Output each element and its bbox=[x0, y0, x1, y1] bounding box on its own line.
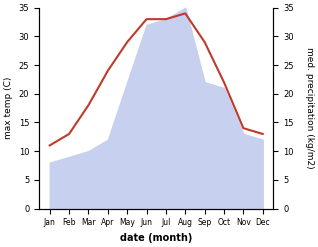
Y-axis label: max temp (C): max temp (C) bbox=[4, 77, 13, 139]
X-axis label: date (month): date (month) bbox=[120, 233, 192, 243]
Y-axis label: med. precipitation (kg/m2): med. precipitation (kg/m2) bbox=[305, 47, 314, 169]
